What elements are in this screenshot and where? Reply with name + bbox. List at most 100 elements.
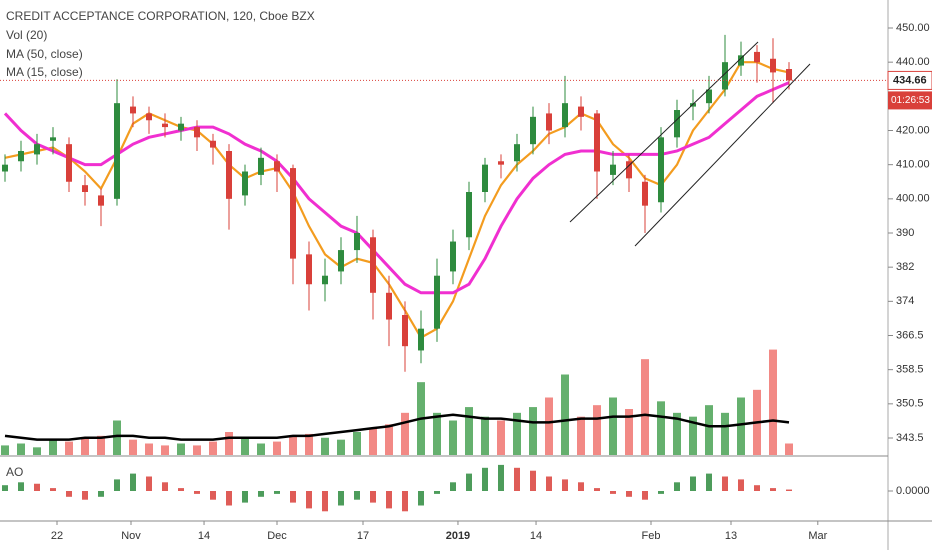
volume-bar <box>689 416 697 455</box>
volume-bar <box>225 432 233 455</box>
y-tick-label: 390 <box>896 227 914 239</box>
candle-body <box>626 161 632 179</box>
volume-bar <box>577 416 585 455</box>
ao-bar <box>594 488 600 491</box>
candle-body <box>98 195 104 206</box>
ao-bar <box>658 491 664 494</box>
ao-title: AO <box>6 465 23 479</box>
volume-bar <box>129 439 137 455</box>
volume-bar <box>305 433 313 455</box>
volume-bar <box>625 409 633 455</box>
x-tick-label: 14 <box>530 530 542 542</box>
volume-bar <box>673 412 681 455</box>
volume-bar <box>177 443 185 455</box>
y-tick-label: 400.00 <box>896 193 930 205</box>
candle-body <box>562 103 568 128</box>
candle-body <box>418 328 424 351</box>
candle-body <box>658 137 664 203</box>
volume-bar <box>17 443 25 455</box>
x-tick-label: Nov <box>121 530 141 542</box>
ao-bar <box>466 473 472 491</box>
ao-bar <box>290 491 296 503</box>
candle-body <box>642 181 648 206</box>
volume-bar <box>385 424 393 455</box>
ao-bar <box>786 489 792 491</box>
candle-body <box>2 164 8 172</box>
volume-bar <box>561 374 569 455</box>
candle-body <box>738 55 744 66</box>
candle-body <box>770 58 776 73</box>
ao-bar <box>178 488 184 491</box>
candle-body <box>594 113 600 172</box>
candle-body <box>514 144 520 162</box>
countdown-label: 01:26:53 <box>891 95 930 106</box>
trend-line <box>634 63 811 247</box>
candle-body <box>754 51 760 63</box>
legend-item: MA (15, close) <box>6 65 83 79</box>
last-price-box <box>887 70 932 90</box>
candle-body <box>498 161 504 165</box>
volume-bar <box>481 416 489 455</box>
ao-bar <box>258 491 264 497</box>
ao-bar <box>402 491 408 512</box>
ao-bar <box>610 491 616 494</box>
y-tick-label: 343.5 <box>896 432 924 444</box>
volume-bar <box>97 435 105 455</box>
candle-body <box>18 151 24 162</box>
ao-bar <box>306 491 312 509</box>
volume-bar <box>145 443 153 455</box>
y-tick-label: 350.5 <box>896 398 924 410</box>
ao-bar <box>18 482 24 491</box>
ao-bar <box>226 491 232 506</box>
candle-body <box>338 250 344 272</box>
ao-bar <box>194 491 200 494</box>
ao-bar <box>626 491 632 497</box>
candle-body <box>226 151 232 199</box>
candle-body <box>722 62 728 90</box>
last-price-label: 434.66 <box>893 74 927 86</box>
ao-bar <box>322 491 328 512</box>
volume-bar <box>513 412 521 455</box>
candle-body <box>482 164 488 192</box>
volume-bar <box>529 407 537 455</box>
ao-bar <box>130 473 136 491</box>
candle-body <box>178 123 184 131</box>
ao-bar <box>754 485 760 491</box>
ao-bar <box>450 482 456 491</box>
volume-bar <box>721 412 729 455</box>
candle-body <box>370 237 376 293</box>
candle-body <box>82 185 88 192</box>
volume-bar <box>289 435 297 455</box>
x-tick-label: Dec <box>267 530 287 542</box>
volume-bar <box>657 401 665 455</box>
volume-bar <box>49 439 57 455</box>
volume-bar <box>81 437 89 455</box>
volume-bar <box>33 447 41 455</box>
ao-bar <box>642 491 648 500</box>
candle-body <box>674 110 680 138</box>
ao-bar <box>274 491 280 494</box>
volume-bar <box>209 441 217 455</box>
candle-body <box>34 144 40 155</box>
marks <box>1 34 793 512</box>
volume-bar <box>737 397 745 455</box>
candle-body <box>546 113 552 131</box>
ao-bar <box>34 483 40 491</box>
candle-body <box>114 103 120 199</box>
ao-bar <box>242 491 248 503</box>
volume-bar <box>593 405 601 455</box>
x-tick-label: 14 <box>198 530 210 542</box>
legend-item: Vol (20) <box>6 28 47 42</box>
ao-bar <box>706 473 712 491</box>
ao-bar <box>114 479 120 491</box>
ao-bar <box>674 482 680 491</box>
x-tick-label: 17 <box>357 530 369 542</box>
x-tick-label: 13 <box>725 530 737 542</box>
volume-bar <box>113 420 121 455</box>
ao-bar <box>82 491 88 500</box>
ao-bar <box>514 467 520 491</box>
x-tick-label: 22 <box>51 530 63 542</box>
ao-bar <box>98 491 104 497</box>
y-tick-label: 440.00 <box>896 56 930 68</box>
